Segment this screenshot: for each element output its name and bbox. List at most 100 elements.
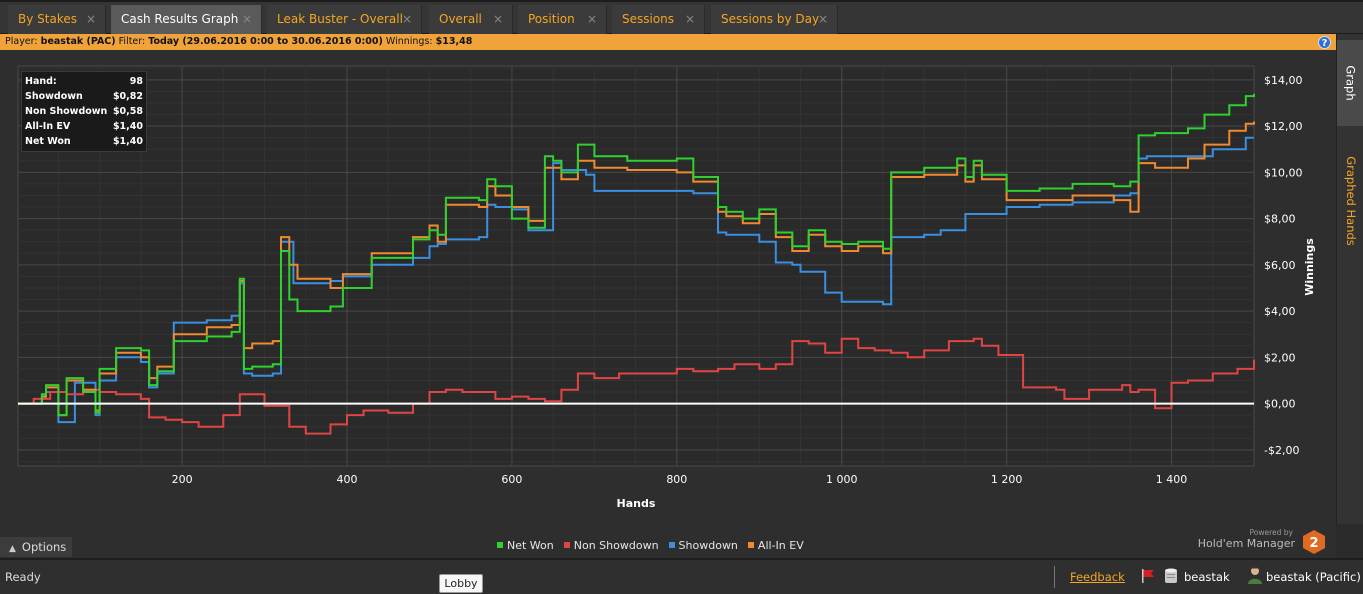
y-tick-label: $2,00 [1264, 351, 1296, 364]
options-button[interactable]: ▲ Options [0, 537, 72, 557]
legend-item-net-won[interactable]: Net Won [497, 539, 554, 552]
lobby-tooltip: Lobby [439, 574, 483, 593]
player-value: beastak (PAC) [40, 36, 116, 47]
legend-label: Showdown [678, 538, 738, 552]
tab-cash-results-graph[interactable]: Cash Results Graph × [111, 5, 262, 34]
y-tick-label: $0,00 [1264, 398, 1296, 411]
x-tick-label: 200 [172, 473, 193, 486]
info-row-net-won: Net Won $1,40 [25, 134, 143, 149]
series-line-showdown[interactable] [18, 136, 1254, 424]
status-divider [1054, 566, 1055, 588]
y-tick-label: $6,00 [1264, 259, 1296, 272]
y-tick-label: $12,00 [1264, 120, 1303, 133]
legend-item-non-showdown[interactable]: Non Showdown [563, 538, 659, 552]
tab-graph[interactable]: Graph [1337, 40, 1363, 126]
player-label: Player: [5, 36, 38, 47]
tab-sessions-by-day[interactable]: Sessions by Day × [711, 5, 838, 34]
options-label: Options [21, 540, 67, 554]
info-value: $1,40 [112, 121, 143, 132]
x-tick-label: 800 [666, 473, 687, 486]
status-text: Ready [5, 570, 41, 584]
winnings-value: $13,48 [435, 36, 473, 47]
tab-label: Sessions [622, 12, 675, 26]
filter-value: Today (29.06.2016 0:00 to 30.06.2016 0:0… [148, 36, 383, 47]
x-tick-label: 1 000 [826, 473, 858, 486]
chart-area: -$2,00 $0,00 $2,00 $4,00 $6,00 $8,00 $10,00 $12… [0, 50, 1336, 558]
series-layer [18, 93, 1255, 435]
close-icon[interactable]: × [684, 12, 695, 26]
y-tick-label: $8,00 [1264, 213, 1296, 226]
player-avatar-icon[interactable] [1247, 566, 1263, 584]
tab-label: Sessions by Day [721, 12, 820, 26]
tab-position[interactable]: Position × [518, 5, 607, 34]
info-label: Net Won [25, 136, 71, 147]
brand-powered-by: Powered by [1249, 528, 1293, 537]
x-tick-label: 1 400 [1156, 473, 1188, 486]
x-tick-label: 1 200 [991, 473, 1023, 486]
help-icon[interactable]: ? [1318, 36, 1331, 49]
database-user: beastak [1184, 570, 1230, 584]
info-label: All-In EV [25, 121, 71, 132]
info-label: Hand: [25, 76, 57, 87]
close-icon[interactable]: × [817, 12, 828, 26]
close-icon[interactable]: × [492, 12, 503, 26]
chart-legend: Net Won Non Showdown Showdown All-In EV [497, 537, 804, 553]
x-axis-label: Hands [617, 497, 656, 510]
brand-name: Hold'em Manager [1197, 537, 1295, 550]
hover-info-box: Hand: 98 Showdown $0,82 Non Showdown $0,… [21, 71, 147, 152]
close-icon[interactable]: × [401, 12, 412, 26]
x-tick-label: 400 [336, 473, 357, 486]
legend-swatch [497, 542, 503, 548]
filter-bar: Player: beastak (PAC) Filter: Today (29.… [0, 34, 1336, 50]
info-row-non-showdown: Non Showdown $0,58 [25, 104, 143, 119]
database-icon[interactable] [1164, 568, 1178, 584]
brand-logo-area: Powered by Hold'em Manager 2 [1190, 527, 1330, 557]
tab-sessions[interactable]: Sessions × [612, 5, 705, 34]
info-row-showdown: Showdown $0,82 [25, 89, 143, 104]
close-icon[interactable]: × [241, 12, 252, 26]
info-value: $0,58 [112, 106, 143, 117]
feedback-link[interactable]: Feedback [1070, 570, 1125, 584]
info-label: Showdown [25, 91, 83, 102]
tab-overall[interactable]: Overall × [429, 5, 513, 34]
status-bar: Ready [0, 558, 1363, 594]
tab-graphed-hands-label: Graphed Hands [1343, 156, 1358, 246]
info-value: 98 [129, 76, 143, 87]
tab-label: Overall [439, 12, 482, 26]
y-tick-label: $14,00 [1264, 74, 1303, 87]
series-line-non-showdown[interactable] [18, 337, 1255, 435]
legend-swatch [668, 542, 675, 548]
tab-graph-label: Graph [1343, 65, 1358, 101]
legend-label: Non Showdown [573, 538, 659, 552]
tab-leak-buster-overall[interactable]: Leak Buster - Overall × [267, 5, 422, 34]
tab-by-stakes[interactable]: By Stakes × [8, 5, 106, 34]
hem-logo-icon: 2 [1303, 530, 1325, 554]
tab-bar: By Stakes × Cash Results Graph × Leak Bu… [0, 0, 1363, 34]
flag-icon[interactable] [1140, 569, 1156, 583]
grid [18, 66, 1254, 466]
tab-label: Leak Buster - Overall [277, 12, 403, 26]
logo-text: 2 [1309, 536, 1318, 551]
info-value: $0,82 [112, 91, 143, 102]
legend-swatch [563, 542, 570, 548]
y-tick-label: $10,00 [1264, 166, 1303, 179]
chevron-up-icon: ▲ [9, 544, 16, 554]
legend-swatch [747, 542, 754, 548]
legend-label: Net Won [507, 538, 554, 552]
info-row-all-in-ev: All-In EV $1,40 [25, 119, 143, 134]
tab-graphed-hands[interactable]: Graphed Hands [1337, 126, 1363, 276]
info-row-hand: Hand: 98 [25, 74, 143, 89]
info-value: $1,40 [112, 136, 143, 147]
legend-item-all-in-ev[interactable]: All-In EV [747, 539, 804, 552]
series-line-net-won[interactable] [18, 93, 1255, 417]
side-tab-bar: Graph Graphed Hands [1336, 34, 1363, 524]
y-tick-label: $4,00 [1264, 305, 1296, 318]
close-icon[interactable]: × [586, 12, 597, 26]
legend-item-showdown[interactable]: Showdown [668, 538, 738, 552]
tab-label: Cash Results Graph [121, 12, 239, 26]
tab-label: By Stakes [18, 12, 77, 26]
filter-label: Filter: [118, 36, 146, 47]
results-chart[interactable]: -$2,00 $0,00 $2,00 $4,00 $6,00 $8,00 $10,00 $12… [0, 50, 1336, 558]
close-icon[interactable]: × [85, 12, 96, 26]
